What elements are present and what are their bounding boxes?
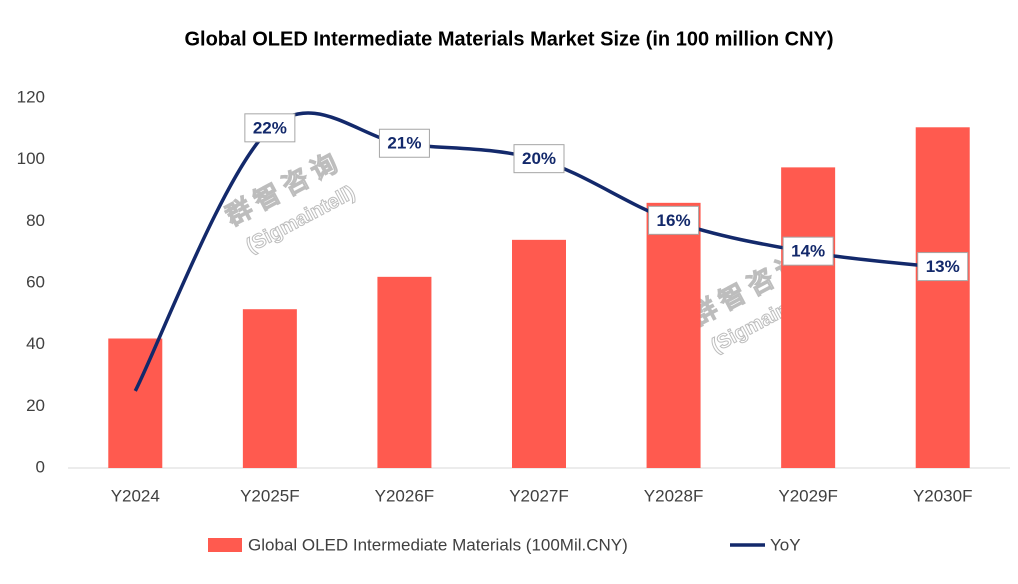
y-tick-label: 100 <box>17 149 45 168</box>
x-tick-label: Y2027F <box>509 486 569 505</box>
bar <box>108 338 163 468</box>
bar <box>915 127 970 469</box>
data-label: 16% <box>657 211 691 230</box>
data-label: 22% <box>253 118 287 137</box>
y-tick-label: 120 <box>17 87 45 106</box>
x-tick-label: Y2030F <box>913 486 973 505</box>
chart-title: Global OLED Intermediate Materials Marke… <box>184 28 833 50</box>
data-label-box <box>917 252 969 282</box>
y-tick-label: 80 <box>26 211 45 230</box>
bar <box>646 202 701 469</box>
legend-label: Global OLED Intermediate Materials (100M… <box>248 535 628 554</box>
bar <box>512 239 566 468</box>
x-tick-label: Y2024 <box>111 486 160 505</box>
data-label: 21% <box>387 134 421 153</box>
y-tick-label: 20 <box>26 396 45 415</box>
bar <box>781 167 836 468</box>
bar <box>242 309 297 468</box>
data-label-box <box>244 113 296 143</box>
x-tick-label: Y2026F <box>375 486 435 505</box>
y-tick-label: 0 <box>36 457 45 476</box>
legend-swatch <box>208 538 242 552</box>
data-label: 20% <box>522 149 556 168</box>
y-tick-label: 40 <box>26 334 45 353</box>
bar <box>377 276 432 468</box>
x-tick-label: Y2025F <box>240 486 300 505</box>
x-tick-label: Y2029F <box>778 486 838 505</box>
data-label: 14% <box>791 242 825 261</box>
data-label-box <box>378 128 430 158</box>
data-label: 13% <box>926 257 960 276</box>
data-label-box <box>782 236 834 266</box>
legend-label: YoY <box>770 535 801 554</box>
y-tick-label: 60 <box>26 272 45 291</box>
x-tick-label: Y2028F <box>644 486 704 505</box>
data-label-box <box>648 205 700 235</box>
watermark: 群智咨询(Sigmaintell) <box>219 144 359 257</box>
data-label-box <box>513 144 565 174</box>
